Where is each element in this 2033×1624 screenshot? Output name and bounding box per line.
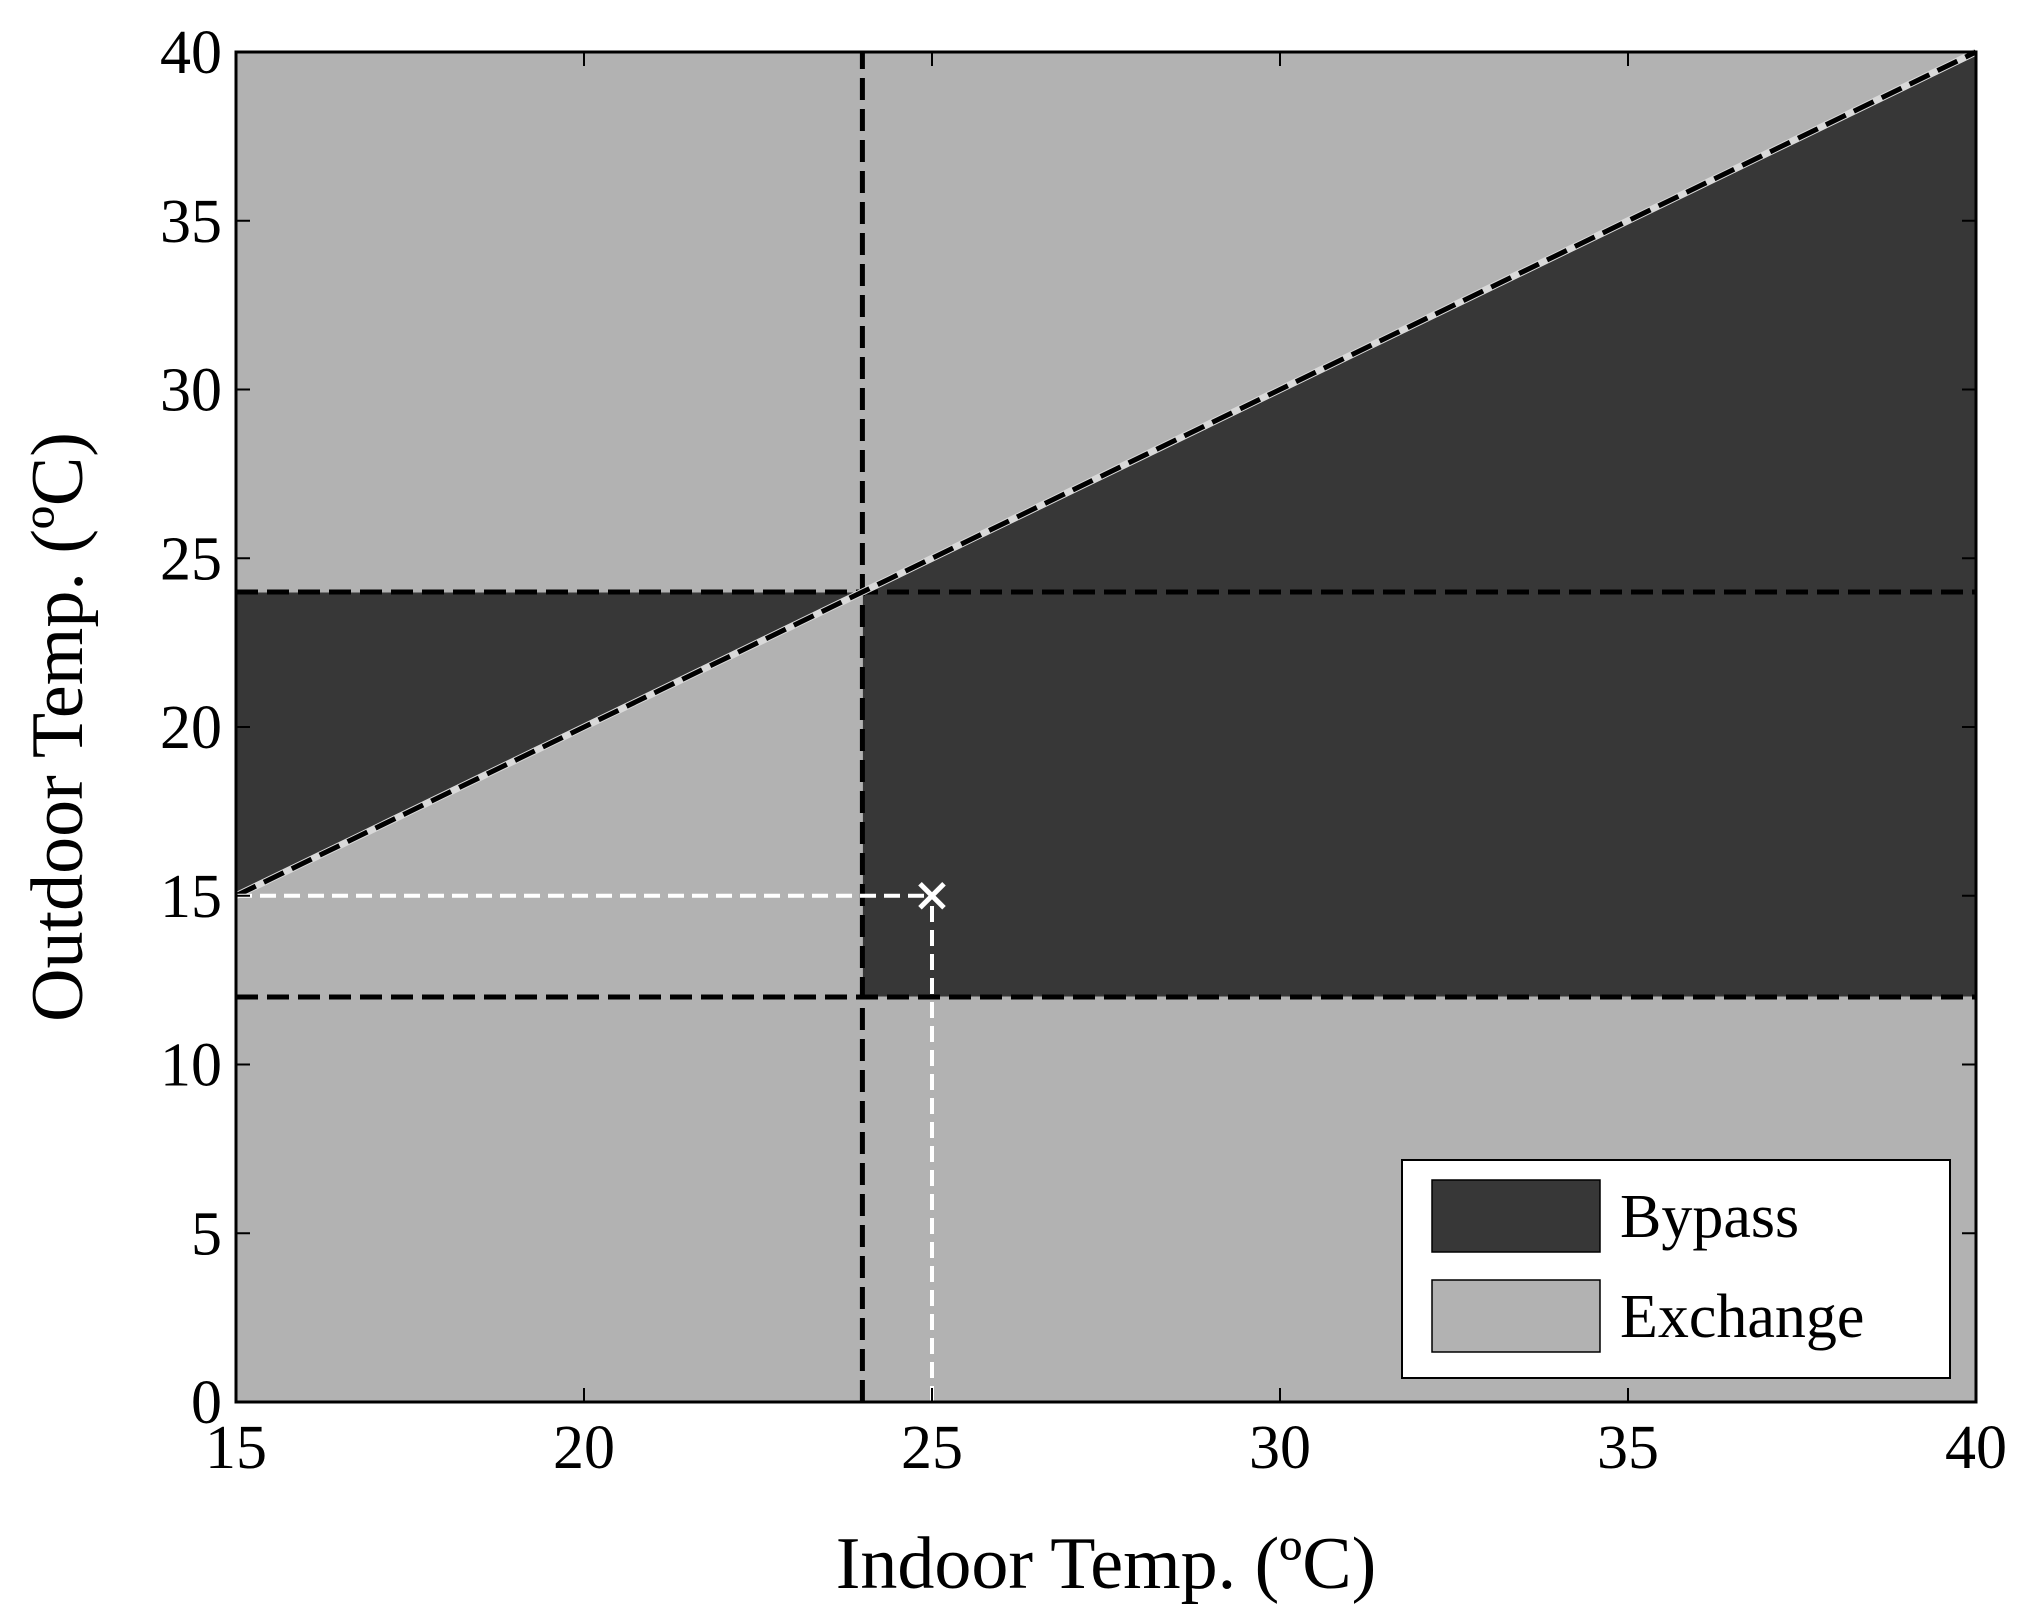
threshold-lines-layer xyxy=(234,48,1978,1402)
legend-swatch-exchange xyxy=(1431,1279,1601,1353)
operating-point-layer xyxy=(236,881,946,1402)
y-tick-label: 0 xyxy=(191,1369,222,1437)
legend: Bypass Exchange xyxy=(1401,1159,1951,1379)
y-axis-title: Outdoor Temp. (ºC) xyxy=(17,432,99,1022)
x-axis-title: Indoor Temp. (ºC) xyxy=(836,1523,1376,1605)
y-tick-label: 20 xyxy=(160,694,222,762)
y-tick-label: 5 xyxy=(191,1200,222,1268)
legend-label-bypass: Bypass xyxy=(1620,1183,1799,1251)
x-tick-label: 15 xyxy=(205,1414,267,1482)
y-tick-label: 40 xyxy=(160,19,222,87)
legend-label-exchange: Exchange xyxy=(1620,1283,1864,1351)
x-tick-label: 35 xyxy=(1597,1414,1659,1482)
threshold-line-diagonal-3 xyxy=(234,49,1978,898)
x-tick-label: 30 xyxy=(1249,1414,1311,1482)
x-tick-label: 20 xyxy=(553,1414,615,1482)
y-tick-label: 25 xyxy=(160,525,222,593)
y-tick-label: 15 xyxy=(160,863,222,931)
x-tick-label: 40 xyxy=(1945,1414,2007,1482)
operating-point-stroke-b xyxy=(918,881,946,910)
x-tick-label: 25 xyxy=(901,1414,963,1482)
axis-ticks-layer: 15 20 25 30 35 40 0 5 10 15 20 25 30 35 40 xyxy=(160,19,2007,1482)
legend-swatch-bypass xyxy=(1431,1179,1601,1253)
operating-point-marker xyxy=(918,881,946,910)
y-tick-label: 30 xyxy=(160,357,222,425)
y-tick-label: 10 xyxy=(160,1032,222,1100)
y-tick-label: 35 xyxy=(160,188,222,256)
